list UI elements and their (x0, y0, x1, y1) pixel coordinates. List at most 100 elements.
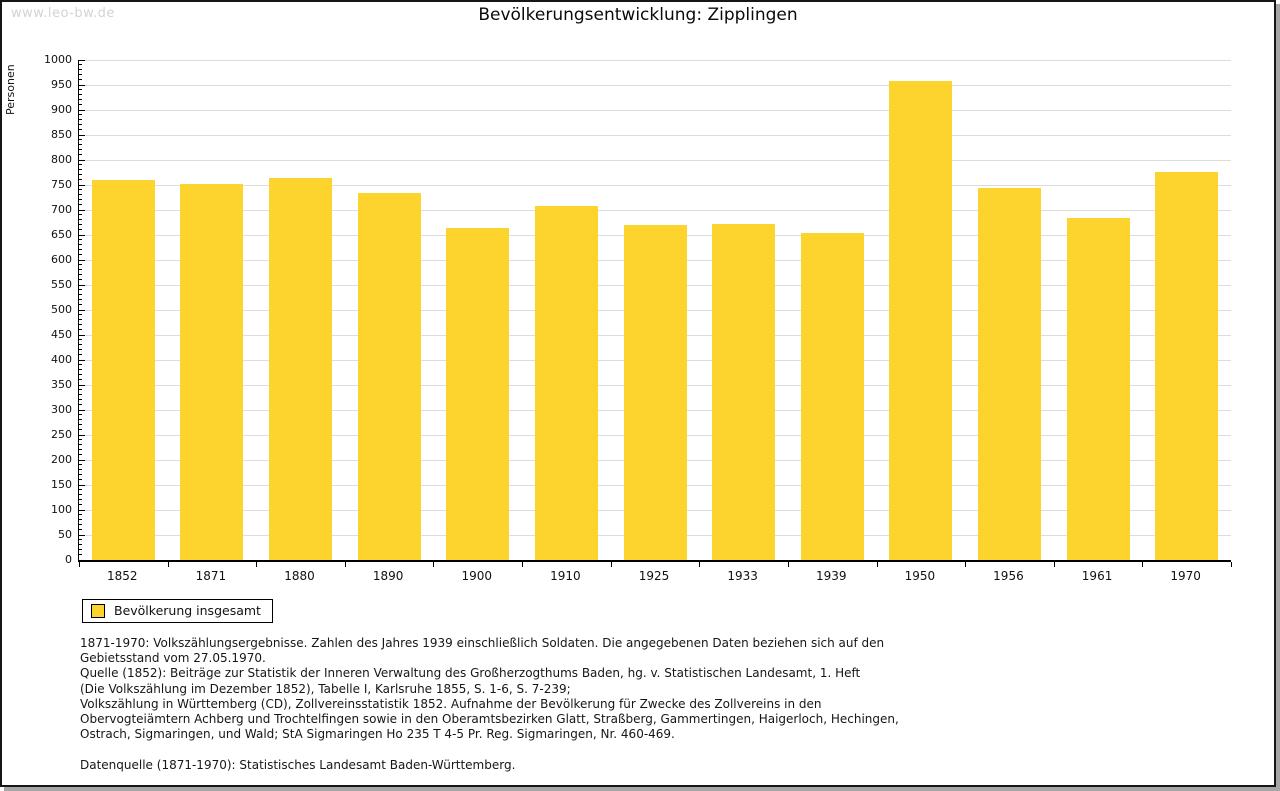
y-minor-tick (79, 254, 82, 255)
x-tick (167, 562, 169, 567)
y-minor-tick (79, 514, 82, 515)
footnote-line: Volkszählung in Württemberg (CD), Zollve… (80, 696, 822, 711)
y-tick-label: 750 (51, 178, 72, 191)
x-tick-label: 1933 (727, 569, 758, 583)
x-tick (965, 562, 967, 567)
y-minor-tick (79, 119, 82, 120)
y-tick-label: 900 (51, 103, 72, 116)
y-minor-tick (79, 389, 82, 390)
y-major-tick (79, 210, 85, 211)
y-minor-tick (79, 294, 82, 295)
bar-1900 (446, 227, 510, 560)
y-minor-tick (79, 189, 82, 190)
y-major-tick (79, 335, 85, 336)
y-major-tick (79, 110, 85, 111)
y-minor-tick (79, 139, 82, 140)
y-minor-tick (79, 519, 82, 520)
y-minor-tick (79, 439, 82, 440)
x-tick-label: 1970 (1170, 569, 1201, 583)
site-watermark: www.leo-bw.de (11, 6, 115, 21)
x-tick (699, 562, 701, 567)
y-major-tick (79, 535, 85, 536)
y-minor-tick (79, 104, 82, 105)
bar-1939 (800, 232, 864, 560)
y-tick-label: 250 (51, 428, 72, 441)
footnote-line: Ostrach, Sigmaringen, und Wald; StA Sigm… (80, 727, 675, 742)
y-major-tick (79, 285, 85, 286)
y-minor-tick (79, 144, 82, 145)
footnote-line: (Die Volkszählung im Dezember 1852), Tab… (80, 681, 571, 696)
bar-1890 (357, 192, 421, 560)
y-minor-tick (79, 89, 82, 90)
x-tick (610, 562, 612, 567)
chart-title: Bevölkerungsentwicklung: Zipplingen (478, 5, 798, 25)
x-tick (1231, 562, 1232, 567)
legend-swatch-icon (91, 603, 105, 618)
y-minor-tick (79, 494, 82, 495)
y-minor-tick (79, 399, 82, 400)
x-tick-label: 1950 (904, 569, 936, 583)
y-minor-tick (79, 379, 82, 380)
y-tick-label: 0 (65, 553, 72, 566)
y-major-tick (79, 310, 85, 311)
y-minor-tick (79, 369, 82, 370)
y-minor-tick (79, 214, 82, 215)
x-tick-label: 1871 (195, 569, 227, 583)
bar-1950 (889, 81, 953, 560)
y-minor-tick (79, 174, 82, 175)
footnote-line (80, 742, 1260, 757)
y-major-tick (79, 460, 85, 461)
x-tick (256, 562, 258, 567)
y-minor-tick (79, 444, 82, 445)
y-minor-tick (79, 264, 82, 265)
y-minor-tick (79, 229, 82, 230)
y-minor-tick (79, 449, 82, 450)
y-minor-tick (79, 324, 82, 325)
bar-1925 (623, 225, 687, 560)
y-minor-tick (79, 274, 82, 275)
bar-1956 (977, 187, 1041, 560)
y-minor-tick (79, 374, 82, 375)
y-tick-label: 650 (51, 228, 72, 241)
y-minor-tick (79, 219, 82, 220)
y-minor-tick (79, 469, 82, 470)
y-minor-tick (79, 549, 82, 550)
x-tick-label: 1910 (550, 569, 581, 583)
y-minor-tick (79, 544, 82, 545)
x-tick (344, 562, 346, 567)
footnotes-block: 1871-1970: Volkszählungsergebnisse. Zahl… (80, 636, 1260, 773)
x-tick-label: 1961 (1081, 569, 1113, 583)
y-minor-tick (79, 244, 82, 245)
y-tick-label: 1000 (44, 53, 72, 66)
y-major-tick (79, 235, 85, 236)
y-major-tick (79, 485, 85, 486)
y-minor-tick (79, 554, 82, 555)
y-minor-tick (79, 169, 82, 170)
y-minor-tick (79, 489, 82, 490)
y-minor-tick (79, 524, 82, 525)
plot-area (78, 60, 1231, 562)
gridline (79, 185, 1231, 186)
y-minor-tick (79, 79, 82, 80)
y-tick-label: 800 (51, 153, 72, 166)
gridline (79, 160, 1231, 161)
y-major-tick (79, 160, 85, 161)
bar-1871 (180, 183, 244, 560)
y-minor-tick (79, 179, 82, 180)
y-minor-tick (79, 319, 82, 320)
y-minor-tick (79, 479, 82, 480)
y-major-tick (79, 85, 85, 86)
y-major-tick (79, 435, 85, 436)
bar-1933 (712, 224, 776, 560)
x-tick (787, 562, 789, 567)
y-minor-tick (79, 129, 82, 130)
y-tick-label: 150 (51, 478, 72, 491)
x-tick-label: 1925 (638, 569, 670, 583)
y-minor-tick (79, 394, 82, 395)
y-minor-tick (79, 224, 82, 225)
y-major-tick (79, 260, 85, 261)
y-minor-tick (79, 464, 82, 465)
y-minor-tick (79, 99, 82, 100)
bar-1880 (269, 178, 333, 560)
